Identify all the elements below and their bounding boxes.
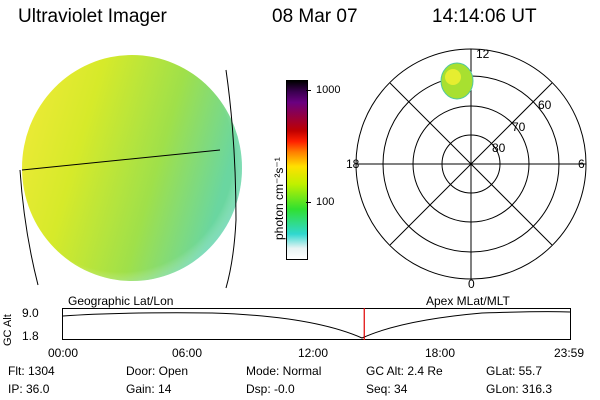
latitude-line (21, 149, 221, 171)
lat-label-60: 60 (538, 98, 552, 112)
x-tick-1800: 18:00 (425, 346, 456, 360)
glon-value: GLon: 316.3 (486, 382, 553, 396)
colorbar-tick-1000: 1000 (316, 84, 341, 96)
mode-value: Mode: Normal (246, 364, 322, 378)
x-tick-0600: 06:00 (172, 346, 203, 360)
door-status: Door: Open (126, 364, 189, 378)
mlt-label-12: 12 (476, 47, 490, 61)
timeline-frame (62, 308, 571, 340)
seq-value: Seq: 34 (366, 382, 408, 396)
color-bar (286, 80, 308, 260)
time-label: 14:14:06 UT (432, 6, 537, 27)
gc-alt-axis-label: GC Alt (2, 314, 14, 346)
mlt-label-18: 18 (346, 157, 360, 171)
glat-value: GLat: 55.7 (486, 364, 543, 378)
lat-label-70: 70 (512, 120, 526, 134)
ip-value: IP: 36.0 (8, 382, 50, 396)
x-tick-1200: 12:00 (298, 346, 329, 360)
colorbar-unit-label: photon cm⁻²s⁻¹ (272, 157, 286, 240)
x-tick-2359: 23:59 (554, 346, 585, 360)
y-tick-1.8: 1.8 (22, 329, 39, 343)
mlt-label-6: 6 (578, 157, 585, 171)
polar-diagonal-2 (389, 82, 553, 246)
timeline-plot (62, 308, 571, 340)
apex-title: Apex MLat/MLT (426, 294, 510, 308)
x-tick-0000: 00:00 (48, 346, 79, 360)
gc-alt-value: GC Alt: 2.4 Re (366, 364, 443, 378)
longitude-line-right (225, 69, 237, 289)
lat-label-80: 80 (492, 141, 506, 155)
flight-number: Flt: 1304 (8, 364, 55, 378)
polar-plot (355, 48, 587, 280)
longitude-line-left (19, 169, 39, 286)
date-label: 08 Mar 07 (272, 6, 358, 27)
earth-image (19, 55, 242, 289)
colorbar-tick-100: 100 (316, 196, 335, 208)
gain-value: Gain: 14 (126, 382, 172, 396)
y-tick-9: 9.0 (22, 306, 39, 320)
mlt-label-0: 0 (468, 277, 475, 291)
instrument-title: Ultraviolet Imager (18, 6, 167, 27)
dsp-value: Dsp: -0.0 (246, 382, 295, 396)
geographic-title: Geographic Lat/Lon (68, 294, 174, 308)
altitude-curve (62, 311, 571, 339)
